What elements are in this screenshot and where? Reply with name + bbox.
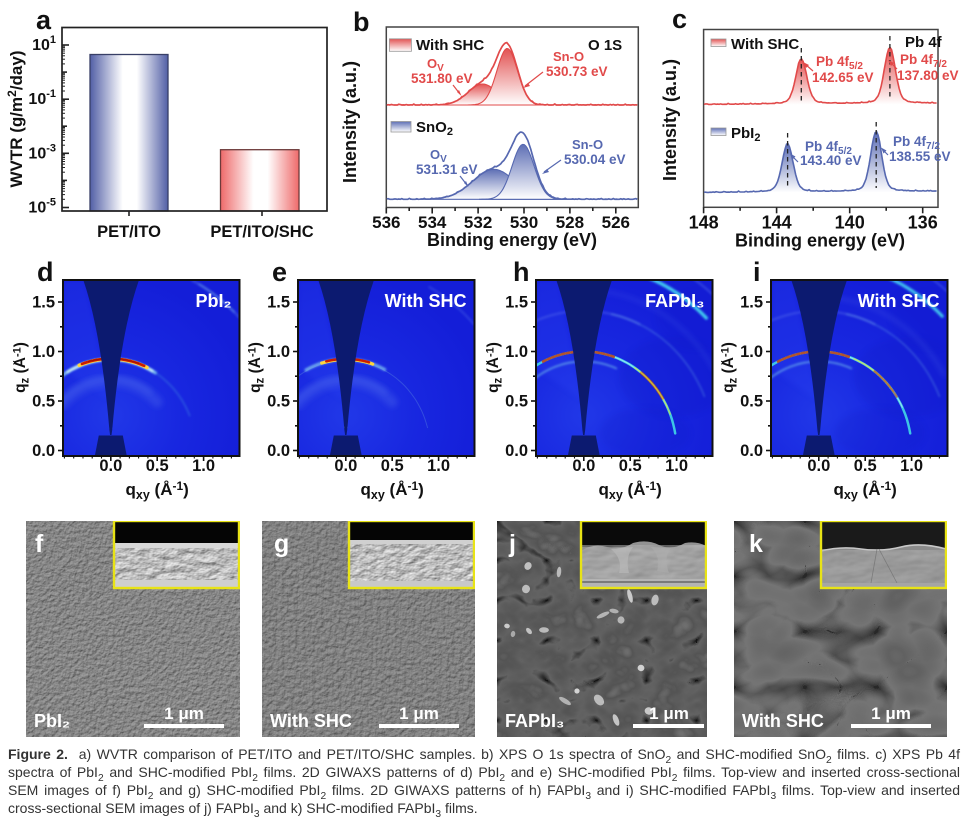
svg-text:143.40 eV: 143.40 eV — [800, 153, 862, 168]
svg-text:1 μm: 1 μm — [399, 704, 439, 723]
svg-text:138.55 eV: 138.55 eV — [889, 149, 951, 164]
svg-text:1.0: 1.0 — [505, 343, 528, 361]
svg-text:1.0: 1.0 — [900, 457, 923, 475]
svg-text:k: k — [749, 530, 763, 558]
svg-text:With SHC: With SHC — [731, 36, 799, 53]
svg-text:Intensity (a.u.): Intensity (a.u.) — [340, 61, 360, 183]
svg-text:0.0: 0.0 — [807, 457, 830, 475]
svg-text:142.65 eV: 142.65 eV — [812, 70, 874, 85]
svg-text:0.0: 0.0 — [505, 442, 528, 460]
svg-text:530: 530 — [510, 213, 538, 232]
svg-text:137.80 eV: 137.80 eV — [897, 68, 959, 83]
svg-text:With SHC: With SHC — [416, 37, 484, 54]
svg-text:b: b — [353, 7, 370, 37]
svg-text:qz (Å-1): qz (Å-1) — [13, 342, 32, 393]
svg-text:0.0: 0.0 — [740, 442, 763, 460]
svg-text:i: i — [753, 258, 761, 287]
svg-text:528: 528 — [556, 213, 584, 232]
svg-text:1.0: 1.0 — [32, 343, 55, 361]
svg-text:530.04 eV: 530.04 eV — [564, 152, 626, 167]
svg-text:1.0: 1.0 — [192, 457, 215, 475]
svg-text:101: 101 — [32, 34, 56, 54]
svg-text:0.5: 0.5 — [505, 392, 528, 410]
svg-text:1.5: 1.5 — [32, 293, 55, 311]
svg-text:With SHC: With SHC — [385, 291, 467, 311]
svg-text:140: 140 — [835, 212, 865, 232]
svg-text:536: 536 — [372, 213, 400, 232]
svg-text:530.73 eV: 530.73 eV — [546, 64, 608, 79]
svg-text:0.5: 0.5 — [619, 457, 642, 475]
svg-text:1 μm: 1 μm — [871, 704, 911, 723]
svg-text:Intensity (a.u.): Intensity (a.u.) — [660, 59, 680, 181]
svg-text:Sn-O: Sn-O — [572, 137, 603, 152]
svg-text:1.5: 1.5 — [740, 293, 763, 311]
svg-text:1 μm: 1 μm — [164, 704, 204, 723]
svg-text:With SHC: With SHC — [270, 711, 352, 731]
svg-text:1.0: 1.0 — [267, 343, 290, 361]
svg-text:FAPbI₃: FAPbI₃ — [645, 291, 704, 311]
svg-text:PbI₂: PbI₂ — [195, 291, 231, 311]
svg-text:0.5: 0.5 — [32, 392, 55, 410]
svg-text:10-3: 10-3 — [28, 142, 56, 162]
svg-text:0.5: 0.5 — [853, 457, 876, 475]
svg-text:1.5: 1.5 — [267, 293, 290, 311]
svg-text:With SHC: With SHC — [857, 291, 939, 311]
svg-text:With SHC: With SHC — [742, 711, 824, 731]
svg-text:d: d — [37, 258, 54, 287]
svg-text:Pb 4f: Pb 4f — [905, 34, 943, 51]
svg-text:SnO2: SnO2 — [416, 119, 453, 138]
svg-text:qxy (Å-1): qxy (Å-1) — [599, 479, 662, 502]
svg-text:531.80 eV: 531.80 eV — [411, 71, 473, 86]
svg-text:qxy (Å-1): qxy (Å-1) — [361, 479, 424, 502]
svg-text:qxy (Å-1): qxy (Å-1) — [125, 479, 188, 502]
svg-text:0.0: 0.0 — [32, 442, 55, 460]
svg-text:1.0: 1.0 — [740, 343, 763, 361]
svg-text:PbI2: PbI2 — [731, 125, 760, 144]
svg-text:1.5: 1.5 — [505, 293, 528, 311]
svg-text:qxy (Å-1): qxy (Å-1) — [833, 479, 896, 502]
svg-text:f: f — [35, 530, 44, 558]
svg-text:PET/ITO: PET/ITO — [97, 223, 161, 241]
svg-text:g: g — [274, 530, 289, 558]
svg-text:a: a — [36, 5, 52, 35]
svg-text:144: 144 — [762, 212, 792, 232]
svg-text:h: h — [513, 258, 530, 287]
svg-text:1.0: 1.0 — [665, 457, 688, 475]
svg-text:136: 136 — [908, 212, 938, 232]
svg-text:0.5: 0.5 — [267, 392, 290, 410]
svg-text:148: 148 — [689, 212, 719, 232]
svg-text:WVTR (g/m2/day): WVTR (g/m2/day) — [5, 50, 26, 187]
svg-text:Binding energy (eV): Binding energy (eV) — [735, 231, 905, 251]
svg-text:0.0: 0.0 — [335, 457, 358, 475]
svg-text:qz (Å-1): qz (Å-1) — [248, 342, 267, 393]
svg-text:c: c — [672, 4, 687, 34]
svg-text:1.0: 1.0 — [427, 457, 450, 475]
svg-text:534: 534 — [418, 213, 447, 232]
svg-text:Binding energy (eV): Binding energy (eV) — [427, 230, 597, 250]
svg-text:0.0: 0.0 — [267, 442, 290, 460]
svg-text:0.5: 0.5 — [145, 457, 168, 475]
svg-text:531.31 eV: 531.31 eV — [416, 162, 478, 177]
svg-text:0.5: 0.5 — [381, 457, 404, 475]
svg-text:0.5: 0.5 — [740, 392, 763, 410]
svg-text:526: 526 — [602, 213, 630, 232]
svg-text:0.0: 0.0 — [572, 457, 595, 475]
svg-text:O 1S: O 1S — [588, 37, 622, 54]
svg-text:PbI₂: PbI₂ — [34, 711, 70, 731]
svg-text:532: 532 — [464, 213, 492, 232]
svg-text:1 μm: 1 μm — [649, 704, 689, 723]
svg-text:e: e — [272, 258, 287, 287]
svg-text:FAPbI₃: FAPbI₃ — [505, 711, 564, 731]
svg-text:Sn-O: Sn-O — [553, 49, 584, 64]
svg-text:qz (Å-1): qz (Å-1) — [486, 342, 505, 393]
svg-text:qz (Å-1): qz (Å-1) — [721, 342, 740, 393]
svg-text:0.0: 0.0 — [99, 457, 122, 475]
svg-text:10-5: 10-5 — [28, 197, 56, 217]
svg-text:PET/ITO/SHC: PET/ITO/SHC — [210, 223, 313, 241]
svg-text:10-1: 10-1 — [28, 88, 56, 108]
svg-text:j: j — [508, 530, 516, 558]
